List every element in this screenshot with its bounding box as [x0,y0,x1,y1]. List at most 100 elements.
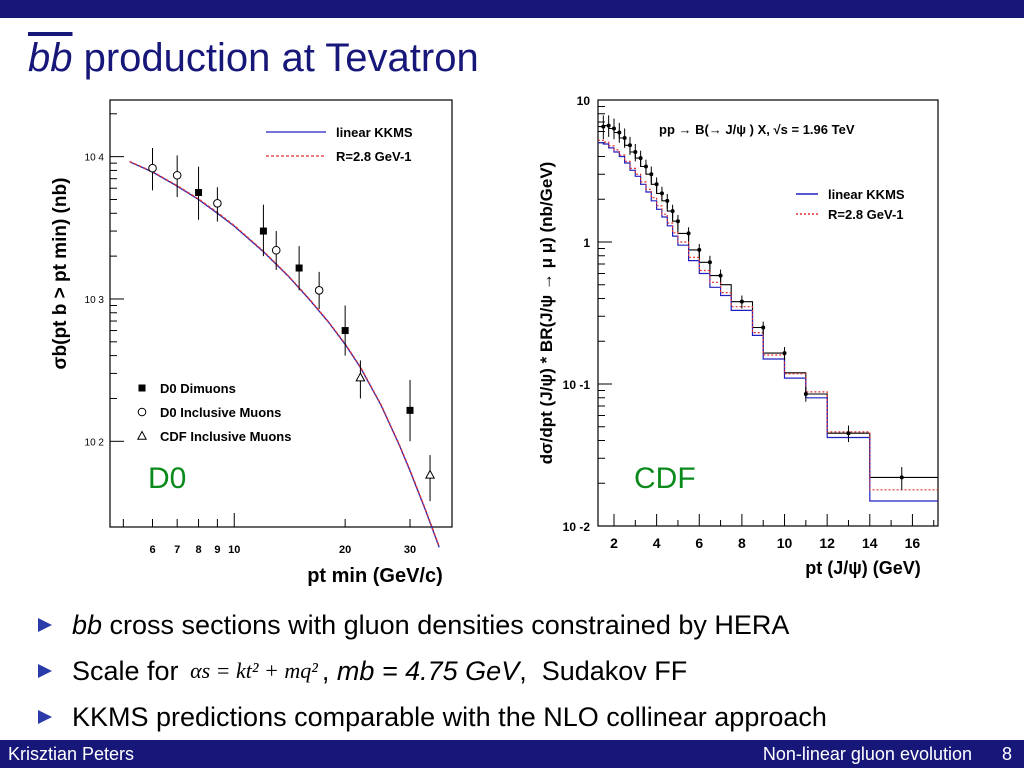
cdf-x-tick-label: 4 [653,535,661,551]
cdf-data-point [601,124,606,129]
bullet-arrow-icon [38,618,52,632]
d0-y-tick-label: 10 4 [85,153,105,164]
bullet-list: bb cross sections with gluon densities c… [38,602,827,740]
d0-y-tick-label: 10 2 [85,437,105,448]
title-text: production at Tevatron [72,36,479,80]
d0-legend-marker [136,430,148,440]
cdf-data-point [707,260,712,265]
cdf-data-point [670,209,675,214]
cdf-data-point [611,126,616,131]
d0-x-tick-label: 10 [228,544,240,556]
cdf-data-point [633,150,638,155]
d0-frame [109,99,453,528]
d0-legend-marker-label: CDF Inclusive Muons [160,429,291,444]
cdf-x-tick-label: 8 [738,535,746,551]
d0-x-tick-label: 7 [174,544,180,556]
d0-y-axis-label: σb(pt b > pt min) (nb) [50,178,71,370]
cdf-data-point [686,231,691,236]
cdf-chart-panel: 10 1 10 -1 10 -2 2 4 6 8 10 12 14 16 pt (J/ψ) (GeV) d… [528,90,958,590]
slide-title: bb production at Tevatron [28,34,479,82]
d0-curve-r28 [129,160,440,547]
cdf-data-point [606,123,611,128]
cdf-data-point [617,130,622,135]
cdf-data-point [697,247,702,252]
cdf-data-point [654,182,659,187]
cdf-legend-line-label: linear KKMS [828,187,905,202]
cdf-hist-linear-kkms [598,142,938,502]
d0-x-tick-label: 8 [195,544,201,556]
d0-point-open-circle [213,199,222,208]
cdf-legend-line-label: R=2.8 GeV-1 [828,207,904,222]
footer-talk-title: Non-linear gluon evolution [762,744,972,764]
cdf-data-point [761,325,766,330]
cdf-data-point [638,156,643,161]
scale-formula: αs = kt² + mq² [190,658,318,683]
cdf-data-point [643,164,648,169]
d0-point-filled-square [195,188,203,196]
cdf-data-point [649,172,654,177]
d0-x-axis-label: pt min (GeV/c) [307,565,443,587]
cdf-x-tick-label: 2 [610,535,618,551]
d0-x-tick-label: 30 [404,544,416,556]
d0-x-tick-label: 9 [214,544,220,556]
cdf-y-axis-label: dσ/dpt (J/ψ) * BR(J/ψ → μ μ) (nb/GeV) [537,162,556,465]
bullet-2-tail: , Sudakov FF [519,655,688,686]
d0-x-tick-label: 20 [339,544,351,556]
cdf-data-point [803,392,808,397]
cdf-data-point [782,351,787,356]
d0-point-open-circle [314,286,324,295]
cdf-x-tick-label: 14 [862,535,878,551]
cdf-data-point [675,219,680,224]
cdf-x-tick-label: 6 [695,535,703,551]
d0-legend-line-label: R=2.8 GeV-1 [336,149,412,164]
cdf-y-tick-label: 10 -1 [563,378,591,392]
bullet-3-text: KKMS predictions comparable with the NLO… [72,701,827,732]
mb-value: mb = 4.75 GeV [336,655,520,686]
bullet-1-italic: bb [72,609,103,640]
cdf-x-tick-label: 16 [905,535,921,551]
cdf-y-tick-label: 10 [577,94,591,108]
title-bb: bb [28,36,73,80]
bullet-arrow-icon [38,710,52,724]
cdf-data-point [739,299,744,304]
cdf-data-point [718,273,723,278]
cdf-x-tick-label: 12 [819,535,835,551]
cdf-data-point [665,198,670,203]
d0-legend-marker [138,384,146,392]
d0-legend-line-label: linear KKMS [336,125,413,140]
cdf-chart: 10 1 10 -1 10 -2 2 4 6 8 10 12 14 16 pt (J/ψ) (GeV) d… [537,94,939,578]
d0-point-filled-square [406,406,414,414]
cdf-y-tick-label: 10 -2 [563,520,591,534]
bullet-1: bb cross sections with gluon densities c… [38,602,827,648]
footer-page-number: 8 [1001,744,1012,764]
cdf-panel-label: CDF [634,462,696,495]
cdf-data-point [659,191,664,196]
cdf-x-axis-label: pt (J/ψ) (GeV) [805,558,921,578]
cdf-hist-r28 [598,139,938,491]
d0-chart: 10 2 10 3 10 4 6 7 8 9 10 20 30 pt min (GeV/c) σb(p… [50,99,453,587]
cdf-x-tick-label: 10 [777,535,793,551]
top-bar [0,0,1024,18]
bullet-3: KKMS predictions comparable with the NLO… [38,694,827,740]
d0-point-open-triangle [425,469,436,479]
d0-point-open-circle [172,170,182,180]
d0-legend-marker [137,407,147,417]
footer-author: Krisztian Peters [8,744,135,764]
cdf-y-tick-label: 1 [583,236,590,250]
d0-point-filled-square [341,327,349,335]
d0-y-tick-label: 10 3 [85,295,105,306]
cdf-chart-title: pp → B(→ J/ψ ) X, √s = 1.96 TeV [659,122,855,137]
bullet-2-text: Scale for [72,655,187,686]
d0-point-open-circle [148,163,157,173]
d0-point-filled-square [295,264,303,272]
bullet-1-text: cross sections with gluon densities cons… [102,609,790,640]
d0-point-open-triangle [355,372,366,382]
cdf-data-point [899,475,904,480]
cdf-data-point [627,143,632,148]
d0-legend-marker-label: D0 Dimuons [160,381,236,396]
d0-chart-panel: 10 2 10 3 10 4 6 7 8 9 10 20 30 pt min (GeV/c) σb(p… [40,92,460,592]
d0-point-filled-square [259,227,267,235]
cdf-data-point [846,431,851,436]
footer-bar: Krisztian Peters Non-linear gluon evolut… [0,740,1024,768]
cdf-data-point [622,136,627,141]
